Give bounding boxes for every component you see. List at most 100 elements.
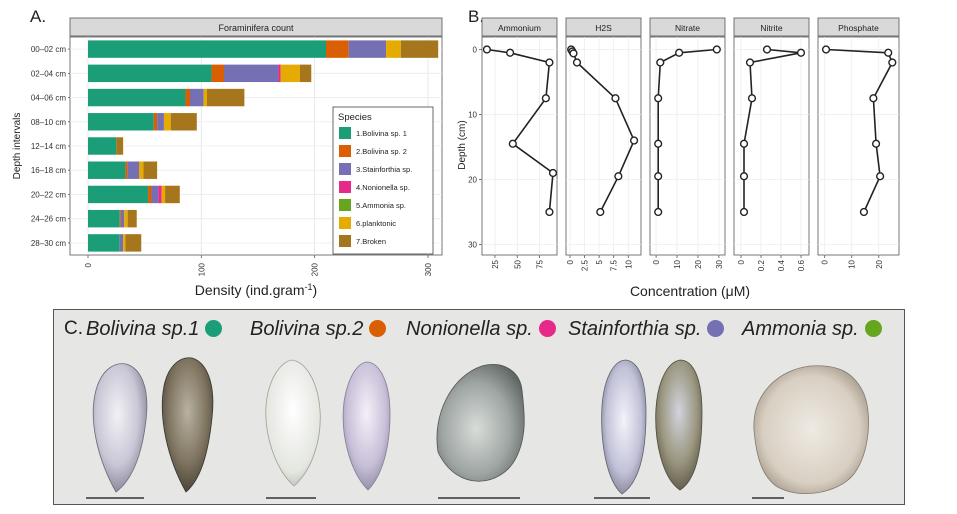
profile-point xyxy=(629,136,639,145)
bar-segment xyxy=(120,209,125,228)
panel-a-y-tick-label: 20–22 cm xyxy=(31,190,66,199)
profile-point xyxy=(796,48,806,57)
legend-swatch xyxy=(339,181,351,193)
bar-segment xyxy=(88,209,120,228)
bar-segment xyxy=(157,113,164,131)
facet-strip-nitrite xyxy=(733,17,810,37)
bar-segment xyxy=(88,137,117,155)
legend-label: 6.planktonic xyxy=(356,219,396,228)
profile-point xyxy=(541,94,550,103)
facet-x-tick-label: 10 xyxy=(624,259,633,268)
facet-x-tick-label: 0 xyxy=(566,259,575,264)
bar-segment xyxy=(348,40,387,58)
bolivina-1-specimen-a xyxy=(92,363,148,493)
legend-swatch xyxy=(339,235,351,247)
panel-b-y-tick-label: 30 xyxy=(468,241,477,250)
panel-a-y-tick-label: 04–06 cm xyxy=(31,94,66,103)
profile-point xyxy=(654,139,663,148)
legend-swatch xyxy=(339,145,351,157)
panel-a-x-tick-label: 200 xyxy=(311,262,320,276)
bar-segment xyxy=(207,88,245,107)
x-axis-label-main: Density (ind.gram xyxy=(195,282,305,298)
panel-a-facet-strip xyxy=(69,17,443,37)
bar-segment xyxy=(165,185,180,204)
facet-x-tick-label: 0 xyxy=(737,259,746,264)
bar-segment xyxy=(158,185,162,204)
facet-x-tick-label: 7.5 xyxy=(610,259,619,271)
profile-point xyxy=(654,172,663,181)
facet-title: Ammonium xyxy=(498,23,541,33)
bar-segment xyxy=(127,209,137,228)
bar-segment xyxy=(203,88,207,107)
panel-a-y-tick-label: 16–18 cm xyxy=(31,166,66,175)
bar-segment xyxy=(119,234,124,252)
bar-segment xyxy=(123,234,126,252)
facet-strip-nitrate xyxy=(649,17,726,37)
panel-c-specimen-photos: C. Bolivina sp.1 Bolivina sp.2 Nonionell… xyxy=(53,309,905,505)
profile-point xyxy=(614,172,623,181)
profile-point xyxy=(859,207,869,217)
legend-label: 7.Broken xyxy=(356,237,386,246)
bar-segment xyxy=(88,40,326,58)
bar-segment xyxy=(163,113,171,131)
bolivina-2-specimen-a xyxy=(265,359,321,487)
profile-point xyxy=(572,58,582,67)
panel-a-y-tick-label: 02–04 cm xyxy=(31,69,66,78)
facet-plot-area xyxy=(565,36,642,256)
profile-point xyxy=(508,139,517,148)
species-dot-bolivina-1 xyxy=(205,320,223,337)
species-dot-stainforthia xyxy=(707,320,725,337)
bar-segment xyxy=(124,209,128,228)
species-title-bolivina-2: Bolivina sp.2 xyxy=(250,318,387,341)
bar-segment xyxy=(139,161,144,179)
profile-point xyxy=(739,207,749,217)
profile-point xyxy=(545,207,554,217)
species-title-ammonia: Ammonia sp. xyxy=(742,318,882,341)
profile-point xyxy=(739,139,749,148)
bar-segment xyxy=(153,113,158,131)
facet-x-tick-label: 10 xyxy=(673,259,682,268)
profile-point xyxy=(762,45,772,54)
legend-swatch xyxy=(339,163,351,175)
profile-point xyxy=(545,58,554,67)
facet-x-tick-label: 75 xyxy=(536,259,545,268)
bar-segment xyxy=(151,185,159,204)
profile-point xyxy=(876,172,885,181)
bolivina-1-specimen-b xyxy=(161,357,214,493)
profile-point xyxy=(739,172,749,181)
profile-point xyxy=(712,45,721,54)
profile-point xyxy=(675,48,684,57)
profile-point xyxy=(869,94,878,103)
bar-segment xyxy=(88,88,186,107)
legend-label: 5.Ammonia sp. xyxy=(356,201,406,210)
bar-segment xyxy=(119,209,121,228)
stainforthia-specimen-a xyxy=(601,359,647,495)
legend-title: Species xyxy=(338,112,372,123)
profile-point xyxy=(747,94,757,103)
panel-a-x-tick-label: 300 xyxy=(424,262,433,276)
species-title-bolivina-1: Bolivina sp.1 xyxy=(86,318,223,341)
panel-a-facet-title: Foraminifera count xyxy=(218,23,294,33)
legend-label: 4.Nonionella sp. xyxy=(356,183,410,192)
stainforthia-specimen-b xyxy=(655,359,703,491)
legend-label: 1.Bolivina sp. 1 xyxy=(356,129,407,138)
panel-a-y-axis-label: Depth intervals xyxy=(12,113,23,180)
bar-segment xyxy=(386,40,401,58)
legend-label: 3.Stainforthia sp. xyxy=(356,165,412,174)
species-title-stainforthia: Stainforthia sp. xyxy=(568,318,725,341)
species-dot-ammonia xyxy=(864,320,882,337)
panel-a-y-tick-label: 00–02 cm xyxy=(31,45,66,54)
facet-x-tick-label: 50 xyxy=(513,259,522,268)
legend-label: 2.Bolivina sp. 2 xyxy=(356,147,407,156)
panel-b-y-tick-label: 10 xyxy=(468,111,477,120)
facet-title: Phosphate xyxy=(838,23,879,33)
bar-segment xyxy=(88,113,154,131)
facet-x-tick-label: 0 xyxy=(821,259,830,264)
x-axis-label-close: ) xyxy=(313,282,318,298)
facet-x-tick-label: 30 xyxy=(715,259,724,268)
bar-segment xyxy=(185,88,190,107)
species-dot-nonionella xyxy=(538,320,556,337)
panel-c-letter: C. xyxy=(64,318,83,339)
panel-a-y-tick-label: 08–10 cm xyxy=(31,118,66,127)
bar-segment xyxy=(170,113,197,131)
